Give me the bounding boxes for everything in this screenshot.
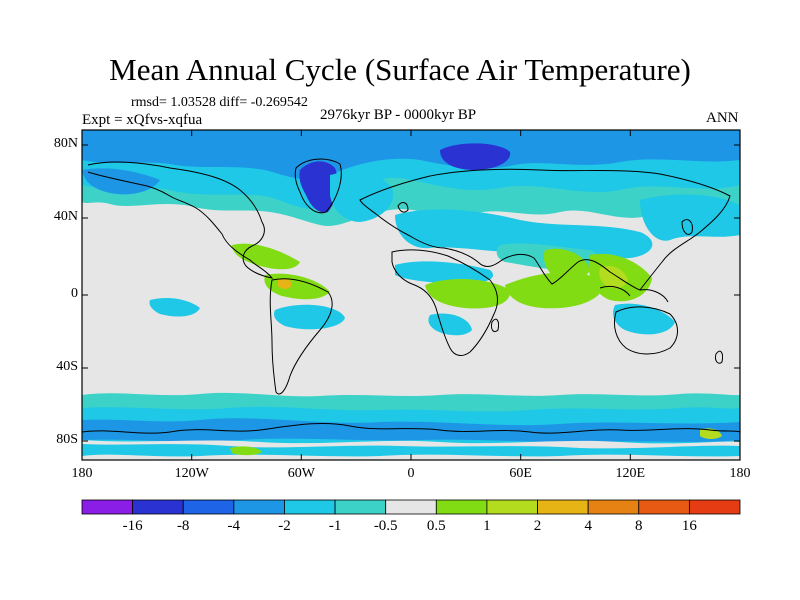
- colorbar: [81, 499, 741, 515]
- australia-coast: [613, 306, 678, 355]
- north-atlantic-cool: [330, 171, 394, 222]
- lon-label: 60W: [287, 466, 315, 481]
- colorbar-label: -1: [328, 518, 342, 534]
- colorbar-box: [182, 499, 235, 515]
- colorbar-label: 8: [635, 518, 643, 534]
- new-zealand-coast: [715, 350, 723, 364]
- africa-warm: [425, 278, 511, 309]
- colorbar-label: -2: [278, 518, 291, 534]
- south-pacific-cool: [274, 304, 345, 330]
- colorbar-label: 2: [533, 518, 542, 534]
- coastlines: [82, 158, 740, 434]
- colorbar-box: [284, 499, 336, 515]
- colorbar-label: 16: [681, 518, 697, 534]
- colorbar-box: [435, 499, 488, 515]
- lat-label: 0: [71, 286, 78, 301]
- lon-label: 0: [407, 466, 415, 481]
- indonesia-coast: [599, 285, 669, 303]
- colorbar-box: [638, 499, 690, 515]
- south-america-coast: [269, 278, 333, 395]
- period-label: 2976kyr BP - 0000kyr BP: [320, 107, 477, 123]
- colorbar-label: 4: [584, 518, 592, 534]
- greenland-coast: [294, 158, 342, 214]
- siberia-strong-cool: [440, 143, 511, 170]
- lat-label: 80N: [53, 136, 78, 151]
- eurasia-cool: [395, 209, 653, 259]
- plot-title: Mean Annual Cycle (Surface Air Temperatu…: [109, 52, 691, 87]
- antarctic-warm-spot: [230, 446, 262, 456]
- antarctic-cool-strong: [82, 418, 740, 443]
- anomaly-fields: [82, 130, 740, 460]
- colorbar-label: 1: [483, 518, 491, 534]
- colorbar-box: [385, 499, 437, 515]
- indian-ocean-warm: [505, 272, 603, 309]
- colorbar-box: [537, 499, 589, 515]
- season-label: ANN: [706, 110, 739, 126]
- experiment-label: Expt = xQfvs-xqfua: [82, 112, 203, 128]
- lon-label: 120W: [174, 466, 209, 481]
- rmsd-diff-stats: rmsd= 1.03528 diff= -0.269542: [131, 95, 308, 110]
- colorbar-label: -8: [176, 518, 190, 534]
- australia-cool: [613, 303, 675, 335]
- lat-label: 80S: [56, 432, 78, 447]
- colorbar-box: [132, 499, 184, 515]
- uk-coast: [397, 202, 409, 213]
- lon-label: 120E: [615, 466, 646, 481]
- colorbar-box: [233, 499, 285, 515]
- colorbar-label: 0.5: [426, 518, 446, 534]
- west-pacific-cool: [82, 168, 160, 195]
- africa-coast: [391, 249, 498, 356]
- tropical-atlantic-warm-spot: [278, 278, 292, 289]
- colorbar-box: [334, 499, 387, 515]
- colorbar-box: [688, 499, 741, 515]
- north-africa-cool: [395, 261, 494, 285]
- lat-label: 40S: [56, 359, 78, 374]
- india-warm: [543, 248, 590, 280]
- central-america-warm: [232, 243, 300, 270]
- colorbar-label: -0.5: [373, 518, 398, 534]
- eurasia-coast: [359, 168, 731, 291]
- maritime-warm-mid: [599, 265, 628, 289]
- axis-ticks: [81, 130, 741, 460]
- north-america-coast: [87, 161, 274, 279]
- arctic-cool-strong: [82, 130, 740, 180]
- north-pacific-cool: [640, 194, 740, 241]
- antarctica-coast: [82, 422, 740, 434]
- colorbar-label: -4: [227, 518, 241, 534]
- madagascar-coast: [491, 318, 499, 333]
- lon-label: 180: [71, 466, 93, 481]
- lon-label: 60E: [509, 466, 532, 481]
- colorbar-box: [486, 499, 538, 515]
- colorbar-label: -16: [122, 518, 143, 534]
- colorbar-box: [587, 499, 640, 515]
- lon-label: 180: [729, 466, 751, 481]
- japan-coast: [681, 219, 693, 235]
- greenland-strong-cool: [299, 161, 338, 213]
- east-pacific-cool: [149, 297, 200, 317]
- colorbar-box: [81, 499, 134, 515]
- lat-label: 40N: [53, 209, 78, 224]
